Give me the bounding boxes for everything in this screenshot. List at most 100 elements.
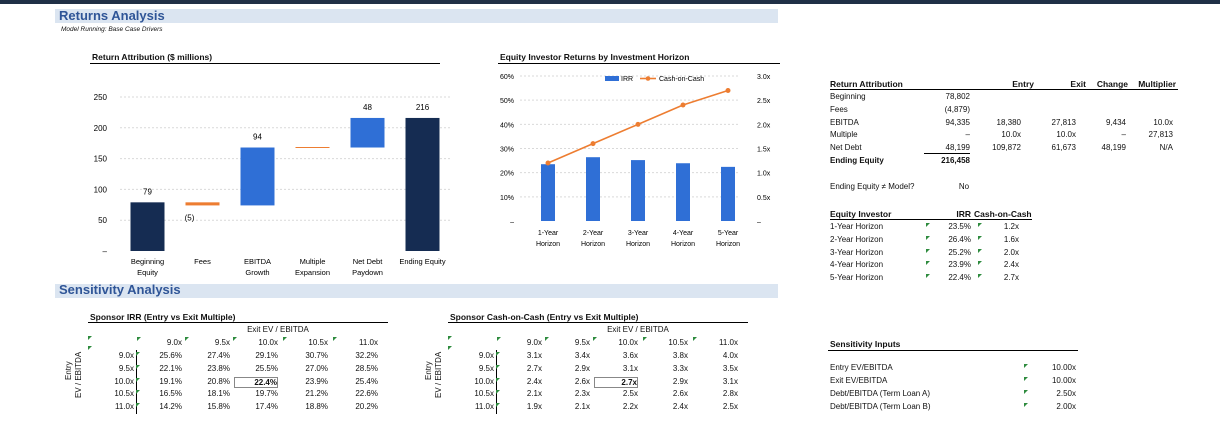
entry-axis-label: EV / EBITDA bbox=[434, 351, 443, 398]
attribution-cell: 216,458 bbox=[941, 156, 970, 165]
cell-marker bbox=[136, 390, 140, 395]
sensitivity-cell: 23.9% bbox=[305, 376, 328, 386]
combo-ytick-label: – bbox=[510, 219, 514, 226]
exit-multiple-header: 10.0x bbox=[258, 338, 278, 347]
cell-marker bbox=[593, 337, 597, 341]
sensitivity-input-label: Entry EV/EBITDA bbox=[830, 363, 893, 372]
legend-irr-label: IRR bbox=[621, 76, 633, 83]
waterfall-chart-title: Return Attribution ($ millions) bbox=[92, 52, 213, 62]
sensitivity-input-value: 10.00x bbox=[1051, 376, 1076, 385]
exit-multiple-header: 11.0x bbox=[359, 338, 378, 347]
entry-axis-label: EV / EBITDA bbox=[74, 351, 83, 398]
combo-category-label: Horizon bbox=[536, 241, 560, 248]
sensitivity-input-label: Debt/EBITDA (Term Loan A) bbox=[830, 389, 931, 398]
waterfall-data-label: 94 bbox=[253, 133, 262, 142]
irr-bar bbox=[676, 163, 690, 221]
investor-irr-value: 22.4% bbox=[948, 273, 971, 283]
cell-marker bbox=[88, 336, 92, 340]
waterfall-bar bbox=[130, 202, 165, 251]
sensitivity-input-value: 2.50x bbox=[1056, 389, 1076, 398]
sensitivity-cell: 2.6x bbox=[672, 389, 688, 399]
cell-marker bbox=[137, 337, 141, 341]
waterfall-data-label: 48 bbox=[363, 103, 372, 112]
attribution-cell: 94,335 bbox=[945, 117, 970, 127]
sensitivity-cell: 2.7x bbox=[526, 363, 542, 373]
combo-ytick-label: 20% bbox=[500, 171, 514, 178]
cell-marker bbox=[136, 377, 140, 382]
cell-marker bbox=[496, 352, 500, 356]
sensitivity-cell: 2.6x bbox=[574, 376, 590, 386]
exit-multiple-header: 9.5x bbox=[214, 338, 230, 347]
cell-marker bbox=[693, 337, 697, 341]
investor-horizon-label: 1-Year Horizon bbox=[830, 222, 884, 231]
sensitivity-cell: 3.5x bbox=[722, 363, 738, 373]
entry-axis-label: Entry bbox=[64, 361, 73, 380]
entry-multiple-header: 11.0x bbox=[115, 402, 134, 412]
investor-horizon-label: 5-Year Horizon bbox=[830, 273, 884, 283]
investor-col-irr: IRR bbox=[956, 209, 971, 219]
investor-irr-value: 26.4% bbox=[948, 234, 971, 244]
exit-multiple-header: 11.0x bbox=[719, 338, 738, 347]
cell-marker bbox=[978, 261, 982, 266]
sensitivity-cell: 18.8% bbox=[305, 402, 328, 412]
waterfall-category-label: EBITDA bbox=[244, 257, 271, 266]
entry-multiple-header: 11.0x bbox=[475, 402, 494, 412]
sensitivity-cell: 28.5% bbox=[355, 363, 378, 373]
combo-category-label: 2-Year bbox=[583, 230, 604, 237]
combo-category-label: 1-Year bbox=[538, 230, 559, 237]
cell-marker bbox=[978, 235, 982, 240]
base-case-cell: 2.7x bbox=[594, 376, 638, 388]
cash-on-cash-point bbox=[680, 102, 686, 108]
exit-multiple-header: 9.0x bbox=[526, 338, 542, 347]
combo-y2tick-label: 0.5x bbox=[757, 195, 771, 202]
sensitivity-cell: 22.6% bbox=[355, 389, 378, 399]
cell-marker bbox=[448, 346, 452, 350]
investor-horizon-label: 2-Year Horizon bbox=[830, 234, 884, 244]
sensitivity-cell: 2.5x bbox=[622, 389, 638, 399]
waterfall-ytick-label: 50 bbox=[98, 216, 107, 225]
cell-marker bbox=[136, 403, 140, 408]
attribution-cell: 78,802 bbox=[945, 92, 970, 101]
combo-ytick-label: 30% bbox=[500, 147, 514, 154]
irr-bar bbox=[721, 166, 735, 221]
combo-category-label: Horizon bbox=[626, 241, 650, 248]
sensitivity-cell: 3.3x bbox=[672, 363, 688, 373]
combo-category-label: Horizon bbox=[671, 241, 695, 248]
sensitivity-cell: 2.8x bbox=[722, 389, 738, 399]
entry-multiple-header: 10.0x bbox=[474, 376, 494, 386]
attribution-col-entry: Entry bbox=[1012, 79, 1034, 89]
entry-multiple-header: 10.5x bbox=[114, 389, 134, 399]
attribution-cell: Multiple bbox=[830, 130, 858, 140]
combo-chart-title: Equity Investor Returns by Investment Ho… bbox=[500, 52, 690, 62]
cell-marker bbox=[496, 403, 500, 408]
exit-multiple-axis-label: Exit EV / EBITDA bbox=[607, 325, 669, 334]
coc-sensitivity-title: Sponsor Cash-on-Cash (Entry vs Exit Mult… bbox=[450, 312, 639, 322]
sensitivity-cell: 3.1x bbox=[722, 376, 738, 386]
row-header-divider bbox=[496, 350, 497, 414]
investor-coc-value: 1.2x bbox=[1003, 222, 1019, 231]
sensitivity-cell: 25.6% bbox=[159, 351, 182, 360]
waterfall-category-label: Net Debt bbox=[353, 257, 384, 266]
exit-multiple-axis-label: Exit EV / EBITDA bbox=[247, 325, 309, 334]
sensitivity-cell: 20.8% bbox=[207, 376, 230, 386]
cell-marker bbox=[643, 337, 647, 341]
sensitivity-cell: 27.4% bbox=[207, 351, 230, 360]
waterfall-bar bbox=[240, 147, 275, 206]
sensitivity-cell: 4.0x bbox=[722, 351, 738, 360]
base-case-cell: 22.4% bbox=[234, 376, 278, 388]
sensitivity-cell: 30.7% bbox=[305, 351, 328, 360]
cell-marker bbox=[978, 248, 982, 253]
waterfall-title-rule bbox=[90, 63, 440, 64]
entry-axis-label: Entry bbox=[424, 361, 433, 380]
attribution-cell: 10.0x bbox=[1153, 117, 1173, 127]
investor-col-title: Equity Investor bbox=[830, 209, 892, 219]
sensitivity-input-label: Debt/EBITDA (Term Loan B) bbox=[830, 402, 931, 411]
irr-sensitivity-rule bbox=[88, 322, 388, 323]
entry-multiple-header: 9.5x bbox=[118, 363, 134, 373]
investor-horizon-label: 3-Year Horizon bbox=[830, 247, 884, 257]
cell-marker bbox=[496, 364, 500, 369]
combo-y2tick-label: 3.0x bbox=[757, 74, 771, 81]
attribution-cell: Beginning bbox=[830, 92, 866, 101]
cell-marker bbox=[1024, 377, 1028, 381]
combo-category-label: 4-Year bbox=[673, 230, 694, 237]
